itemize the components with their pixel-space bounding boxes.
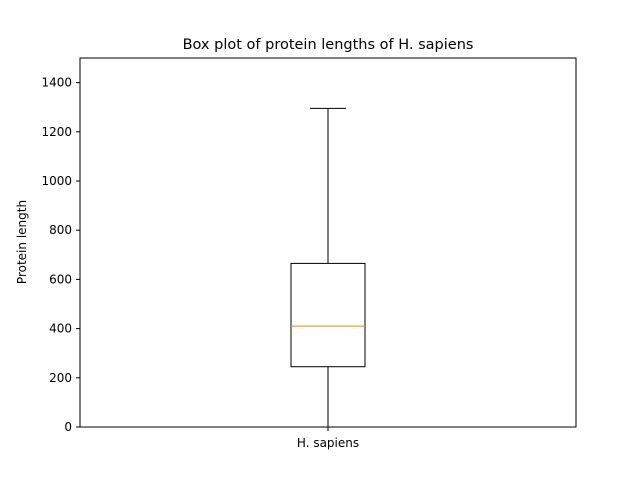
y-axis-ticks: 0 200 400 600 800 1000 1200 1400 — [41, 76, 80, 434]
y-tick-label: 1400 — [41, 76, 72, 90]
y-tick-label: 200 — [49, 371, 72, 385]
iqr-box — [290, 262, 366, 368]
y-tick-label: 1000 — [41, 174, 72, 188]
plot-layer — [290, 107, 366, 428]
y-tick-label: 800 — [49, 223, 72, 237]
y-tick-label: 1200 — [41, 125, 72, 139]
y-tick-label: 600 — [49, 272, 72, 286]
y-tick-label: 400 — [49, 322, 72, 336]
x-tick-label: H. sapiens — [297, 436, 359, 450]
x-axis-ticks: H. sapiens — [297, 427, 359, 450]
y-tick-label: 0 — [64, 420, 72, 434]
plot-frame — [79, 57, 577, 428]
chart-title: Box plot of protein lengths of H. sapien… — [183, 37, 474, 53]
y-axis-label: Protein length — [15, 200, 29, 284]
box-group — [290, 107, 366, 428]
